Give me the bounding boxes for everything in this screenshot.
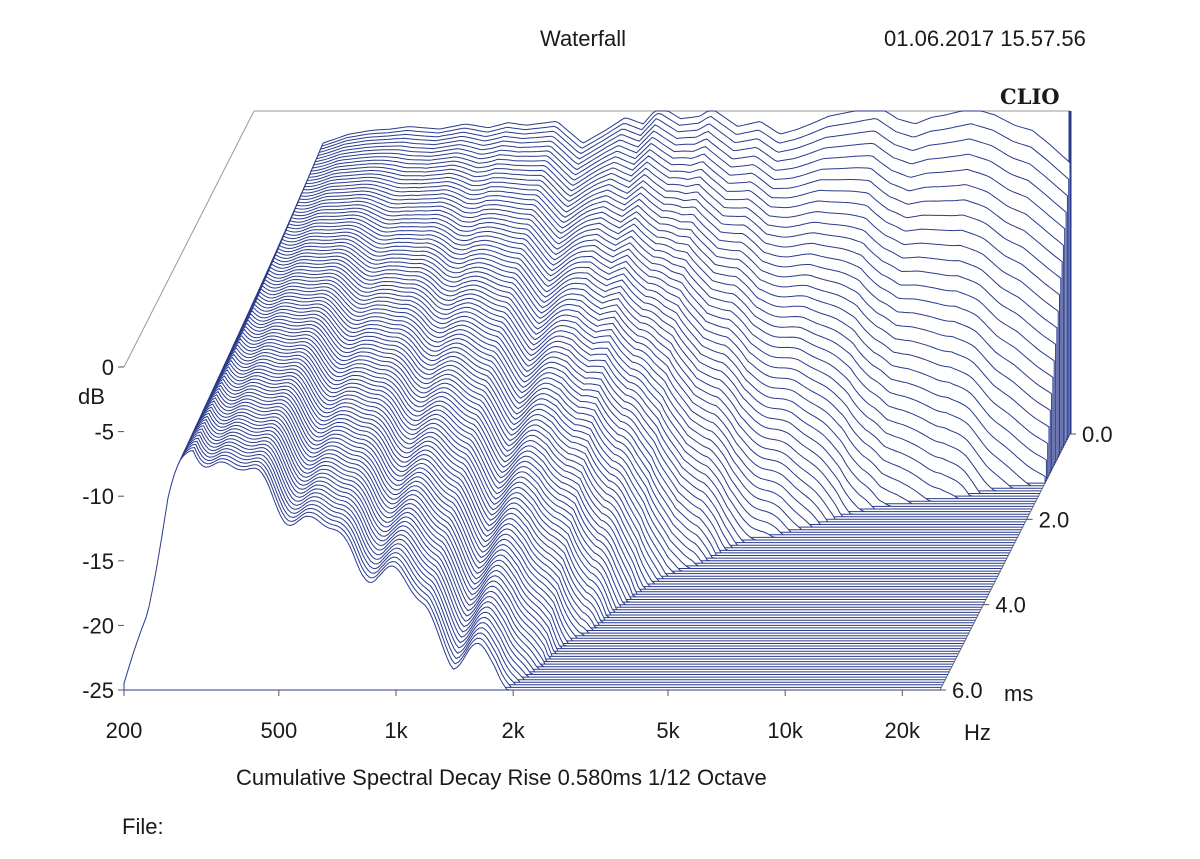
x-tick-label: 500 <box>260 718 297 743</box>
chart-title: Waterfall <box>540 26 626 51</box>
x-tick-label: 2k <box>502 718 526 743</box>
y-tick-label: -10 <box>82 484 114 509</box>
time-axis-line <box>939 433 1071 691</box>
x-tick-label: 200 <box>106 718 143 743</box>
z-tick-label: 2.0 <box>1039 507 1070 532</box>
clio-brand-label: CLIO <box>1000 84 1060 109</box>
y-axis-label: dB <box>78 384 105 409</box>
y-tick-label: -20 <box>82 613 114 638</box>
x-tick-label: 5k <box>656 718 680 743</box>
chart-caption: Cumulative Spectral Decay Rise 0.580ms 1… <box>236 765 767 790</box>
decay-slices <box>123 110 1071 691</box>
y-tick-label: -15 <box>82 549 114 574</box>
frame-edge-left <box>123 110 255 368</box>
file-label: File: <box>122 814 164 839</box>
y-tick-label: -5 <box>94 420 114 445</box>
z-axis-unit: ms <box>1004 681 1034 706</box>
z-tick-label: 6.0 <box>952 678 983 703</box>
x-tick-label: 1k <box>384 718 408 743</box>
x-tick-label: 20k <box>885 718 921 743</box>
x-tick-label: 10k <box>767 718 803 743</box>
x-axis-unit: Hz <box>964 720 991 745</box>
z-tick-label: 0.0 <box>1082 422 1113 447</box>
measurement-timestamp: 01.06.2017 15.57.56 <box>884 26 1086 51</box>
y-tick-label: -25 <box>82 678 114 703</box>
decay-slice <box>123 450 940 691</box>
axis-ticks: 0 -5 -10 -15 -20 -25 200 500 1k 2k 5k 10k 20k 0.0 2.0 4… <box>82 355 1112 743</box>
y-tick-label: 0 <box>102 355 114 380</box>
z-tick-label: 4.0 <box>995 593 1026 618</box>
